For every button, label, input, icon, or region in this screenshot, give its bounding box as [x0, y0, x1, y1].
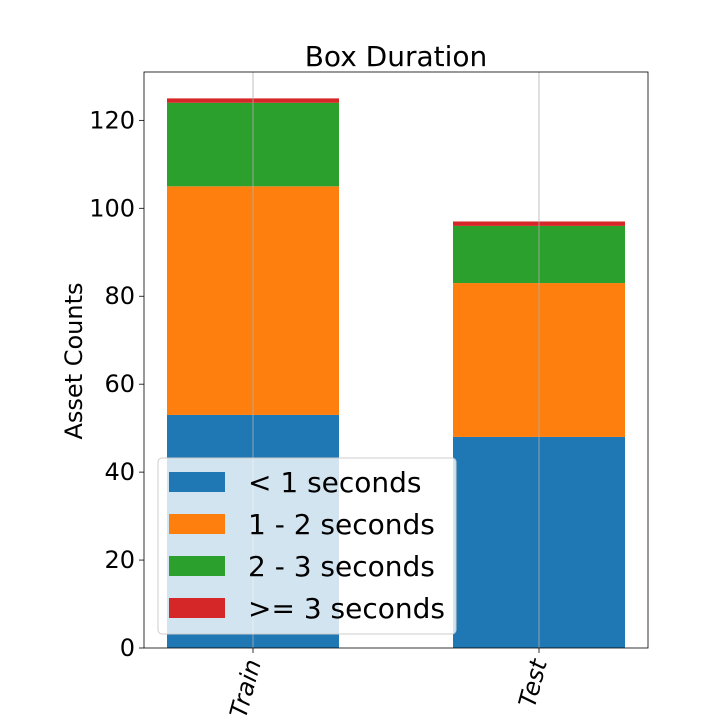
legend-label: 2 - 3 seconds	[248, 550, 435, 583]
y-tick-label: 0	[120, 634, 135, 662]
legend-label: < 1 seconds	[248, 466, 422, 499]
chart-legend: < 1 seconds 1 - 2 seconds 2 - 3 seconds >= …	[157, 457, 457, 635]
y-tick-label: 120	[89, 106, 135, 134]
x-tick-label: Train	[224, 656, 266, 720]
legend-swatch	[169, 472, 225, 492]
legend-label: 1 - 2 seconds	[248, 508, 435, 541]
legend-swatch	[169, 556, 225, 576]
y-axis-label: Asset Counts	[60, 282, 88, 439]
x-tick-label: Test	[513, 655, 553, 711]
plot-area: 0 20 40 60 80 100 120 Train Test	[89, 71, 649, 720]
y-tick-label: 40	[104, 458, 135, 486]
legend-box	[157, 457, 457, 635]
plot-frame	[143, 71, 649, 649]
legend-swatch	[169, 514, 225, 534]
y-tick-label: 60	[104, 370, 135, 398]
y-tick-label: 80	[104, 282, 135, 310]
legend-label: >= 3 seconds	[248, 592, 445, 625]
y-tick-label: 100	[89, 194, 135, 222]
chart-title: Box Duration	[305, 40, 488, 73]
legend-swatch	[169, 598, 225, 618]
y-tick-label: 20	[104, 546, 135, 574]
